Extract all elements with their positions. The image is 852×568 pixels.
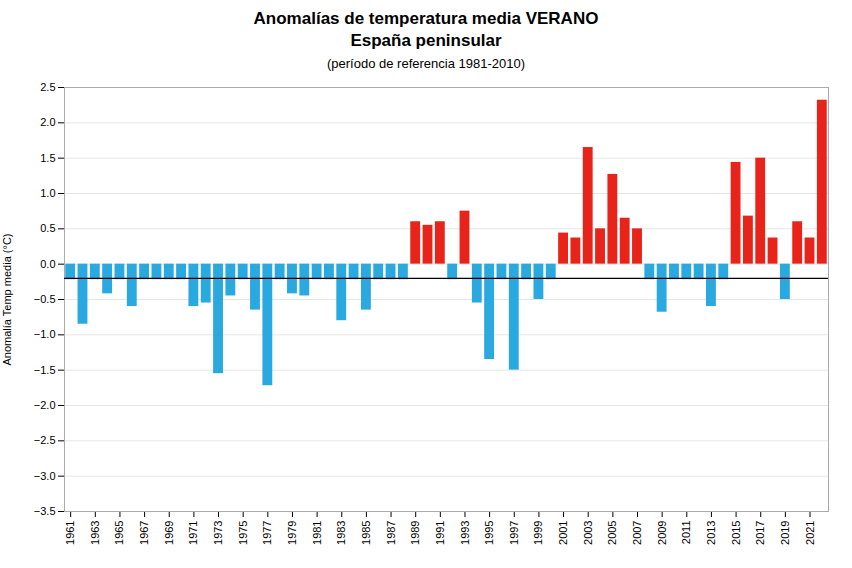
svg-text:2017: 2017 — [754, 521, 766, 545]
svg-text:1961: 1961 — [64, 521, 76, 545]
svg-text:1999: 1999 — [532, 521, 544, 545]
svg-text:1997: 1997 — [508, 521, 520, 545]
svg-text:−3.5: −3.5 — [34, 505, 56, 517]
svg-text:1983: 1983 — [335, 521, 347, 545]
svg-text:2013: 2013 — [705, 521, 717, 545]
svg-text:2005: 2005 — [606, 521, 618, 545]
svg-text:1989: 1989 — [409, 521, 421, 545]
svg-text:2.0: 2.0 — [40, 117, 55, 129]
svg-text:2015: 2015 — [730, 521, 742, 545]
svg-text:−3.0: −3.0 — [34, 470, 56, 482]
svg-text:1963: 1963 — [89, 521, 101, 545]
svg-text:2001: 2001 — [557, 521, 569, 545]
svg-text:1.0: 1.0 — [40, 187, 55, 199]
svg-text:2019: 2019 — [779, 521, 791, 545]
svg-text:2.5: 2.5 — [40, 81, 55, 93]
svg-text:1965: 1965 — [113, 521, 125, 545]
svg-text:1981: 1981 — [311, 521, 323, 545]
svg-text:1993: 1993 — [459, 521, 471, 545]
svg-text:1969: 1969 — [163, 521, 175, 545]
svg-text:−2.0: −2.0 — [34, 399, 56, 411]
svg-text:2003: 2003 — [582, 521, 594, 545]
svg-text:2021: 2021 — [804, 521, 816, 545]
svg-text:1977: 1977 — [261, 521, 273, 545]
svg-text:2009: 2009 — [656, 521, 668, 545]
svg-text:0.0: 0.0 — [40, 258, 55, 270]
svg-text:1967: 1967 — [138, 521, 150, 545]
svg-text:−2.5: −2.5 — [34, 435, 56, 447]
svg-text:0.5: 0.5 — [40, 223, 55, 235]
svg-text:Anomalía Temp media (°C): Anomalía Temp media (°C) — [1, 234, 13, 366]
svg-text:1991: 1991 — [434, 521, 446, 545]
svg-text:−1.5: −1.5 — [34, 364, 56, 376]
svg-text:1995: 1995 — [483, 521, 495, 545]
svg-text:1975: 1975 — [237, 521, 249, 545]
svg-text:1979: 1979 — [286, 521, 298, 545]
svg-text:1971: 1971 — [187, 521, 199, 545]
svg-text:2007: 2007 — [631, 521, 643, 545]
svg-text:1973: 1973 — [212, 521, 224, 545]
svg-text:1.5: 1.5 — [40, 152, 55, 164]
svg-text:1987: 1987 — [385, 521, 397, 545]
svg-text:1985: 1985 — [360, 521, 372, 545]
html-text:(período de referencia 1981-20: (período de referencia 1981-2010) — [327, 56, 525, 72]
svg-text:−1.0: −1.0 — [34, 329, 56, 341]
html-text:Anomalías de temperatura media: Anomalías de temperatura media VERANO Es… — [253, 9, 599, 51]
svg-text:2011: 2011 — [680, 521, 692, 545]
svg-text:−0.5: −0.5 — [34, 293, 56, 305]
